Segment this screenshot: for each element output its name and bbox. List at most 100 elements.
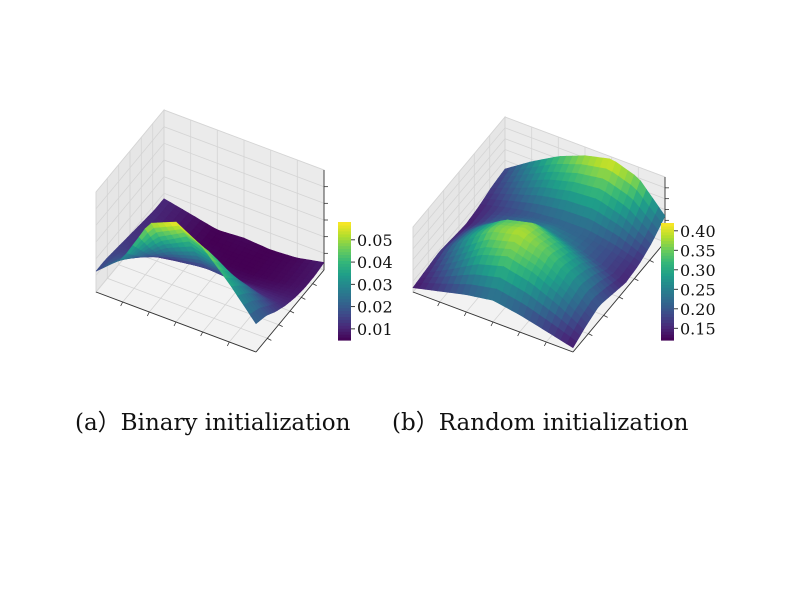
panel-a-colorbar-segment	[338, 298, 351, 303]
panel-b-colorbar-segment	[661, 255, 674, 259]
panel-b-colorbar-segment	[661, 310, 674, 315]
panel-a-colorbar-segment	[338, 269, 351, 273]
panel-a-x-tick	[200, 331, 204, 337]
panel-a-surface	[95, 198, 325, 325]
panel-b-random-initialization: 0.150.200.250.300.350.40	[412, 115, 716, 353]
panel-a-y-tick	[267, 337, 272, 341]
panel-b-colorbar-tick-label: 0.30	[680, 261, 716, 280]
panel-b-colorbar-segment	[661, 249, 674, 253]
panel-a-colorbar-segment	[338, 227, 351, 232]
panel-a-colorbar-segment	[338, 251, 351, 256]
panel-b-colorbar-segment	[661, 237, 674, 242]
panel-b-colorbar-segment	[661, 258, 674, 262]
panel-b-colorbar-segment	[661, 301, 674, 306]
panel-b-colorbar-segment	[661, 304, 674, 309]
panel-a-colorbar-segment	[338, 301, 351, 306]
panel-a-y-tick	[278, 324, 283, 328]
panel-b-y-tick	[618, 296, 624, 300]
panel-b-colorbar-segment	[661, 293, 674, 297]
panel-b-y-tick	[634, 278, 639, 282]
panel-b-y-tick	[603, 314, 608, 318]
panel-a-colorbar-segment	[338, 334, 351, 338]
caption-b: (b）Random initialization	[392, 410, 689, 436]
panel-b-colorbar-segment	[661, 322, 674, 326]
panel-b-colorbar-segment	[661, 319, 674, 324]
panel-b-colorbar-segment	[661, 269, 674, 274]
caption-a: (a）Binary initialization	[75, 410, 351, 436]
panel-a-colorbar-segment	[338, 292, 351, 297]
panel-a-colorbar-segment	[338, 328, 351, 332]
panel-b-colorbar-tick-label: 0.25	[680, 280, 716, 299]
panel-b-colorbar-segment	[661, 231, 674, 236]
panel-b-y-tick	[588, 333, 593, 337]
panel-a-colorbar-segment	[338, 222, 351, 226]
panel-b-colorbar-segment	[661, 275, 674, 280]
panel-a-colorbar-segment	[338, 254, 351, 258]
panel-b-colorbar-tick-label: 0.35	[680, 241, 716, 260]
panel-a-x-tick	[173, 321, 177, 327]
panel-a-y-tick	[312, 283, 317, 287]
panel-b-x-tick	[490, 321, 494, 327]
panel-a-binary-initialization: 0.01 0.02 0.03 0.04 0.05	[95, 108, 393, 353]
panel-a-colorbar-segment	[338, 236, 351, 241]
panel-a-colorbar-segment	[338, 245, 351, 250]
panel-b-colorbar-segment	[661, 296, 674, 300]
panel-a-colorbar-segment	[338, 283, 351, 288]
panel-b-colorbar-segment	[661, 281, 674, 286]
panel-a-colorbar-segment	[338, 263, 351, 267]
panel-a-y-tick	[301, 296, 306, 300]
panel-b-gridline	[412, 116, 666, 228]
panel-a-x-tick	[146, 311, 150, 317]
panel-a-colorbar-segment	[338, 304, 351, 309]
panel-b-colorbar-segment	[661, 228, 674, 233]
panel-b-colorbar-segment	[661, 299, 674, 303]
panel-a-colorbar-segment	[338, 325, 351, 329]
panel-b-colorbar-segment	[661, 331, 674, 335]
panel-a-colorbar-segment	[338, 310, 351, 315]
panel-a-colorbar-segment	[338, 260, 351, 264]
panel-b-x-tick	[543, 341, 547, 347]
panel-b-x-tick	[517, 331, 521, 337]
panel-a-colorbar-segment	[338, 233, 351, 238]
panel-a-colorbar-segment	[338, 257, 351, 261]
panel-b-x-tick	[463, 311, 467, 317]
panel-b-colorbar-tick-label: 0.15	[680, 319, 716, 338]
panel-b-x-tick	[437, 301, 441, 307]
panel-a-colorbar-segment	[338, 337, 351, 341]
panel-a-colorbar-segment	[338, 322, 351, 326]
panel-a-gridline	[95, 109, 325, 193]
panel-a-colorbar-segment	[338, 331, 351, 335]
panel-a-colorbar-segment	[338, 319, 351, 323]
panel-b-surface-patch	[566, 336, 577, 349]
panel-a-colorbar-segment	[338, 248, 351, 253]
panel-a-colorbar-segment	[338, 286, 351, 291]
panel-b-colorbar-segment	[661, 234, 674, 239]
panel-b-colorbar-segment	[661, 334, 674, 338]
panel-b-y-tick	[649, 259, 654, 263]
panel-b-colorbar-segment	[661, 290, 674, 294]
panel-a-colorbar-segment	[338, 224, 351, 229]
panel-b-colorbar-segment	[661, 278, 674, 283]
panel-b-colorbar-segment	[661, 246, 674, 250]
panel-a-surface-patch	[249, 312, 260, 325]
panel-a-y-tick	[289, 310, 295, 314]
panel-b-colorbar-segment	[661, 261, 674, 265]
panel-a-colorbar-segment	[338, 242, 351, 247]
panel-b-colorbar-segment	[661, 225, 674, 230]
panel-b-colorbar-segment	[661, 240, 674, 245]
panel-a-colorbar-tick-label: 0.04	[357, 253, 393, 272]
panel-a-colorbar-segment	[338, 239, 351, 244]
panel-b-colorbar-segment	[661, 223, 674, 227]
panel-b-surface	[412, 155, 666, 349]
panel-b-colorbar-segment	[661, 316, 674, 321]
panel-a-colorbar-segment	[338, 307, 351, 312]
panel-b-colorbar-segment	[661, 284, 674, 288]
panel-a-colorbar-segment	[338, 316, 351, 320]
panel-a-colorbar-tick-label: 0.01	[357, 320, 393, 339]
panel-a-colorbar-segment	[338, 230, 351, 235]
panel-a-colorbar-segment	[338, 275, 351, 279]
panel-b-colorbar-segment	[661, 337, 674, 341]
panel-b-colorbar-segment	[661, 263, 674, 268]
panel-a-colorbar-segment	[338, 278, 351, 282]
